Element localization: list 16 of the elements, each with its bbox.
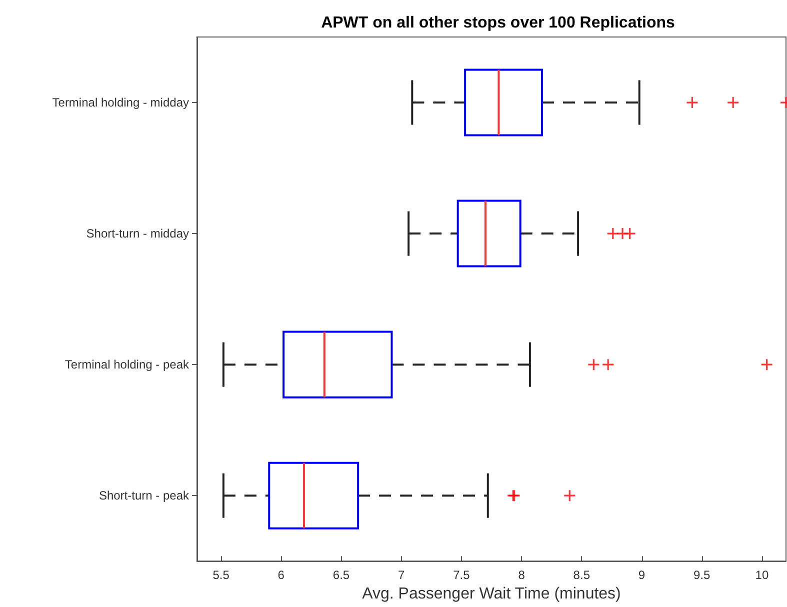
- x-tick-label: 8.5: [573, 568, 590, 582]
- x-axis-title: Avg. Passenger Wait Time (minutes): [362, 586, 621, 602]
- y-tick-label: Short-turn - midday: [86, 226, 189, 241]
- x-tick-label: 8: [518, 568, 526, 582]
- x-tick-label: 9.5: [694, 568, 711, 582]
- x-tick-label: 9: [638, 568, 646, 582]
- x-tick-label: 6: [278, 568, 285, 582]
- x-tick-label: 5.5: [212, 568, 230, 582]
- x-tick-label: 7: [398, 568, 406, 582]
- x-tick-label: 6.5: [332, 568, 350, 582]
- y-tick-label: Terminal holding - midday: [52, 96, 189, 110]
- x-tick-label: 7.5: [453, 568, 470, 582]
- x-tick-label: 10: [755, 568, 769, 582]
- chart-title: APWT on all other stops over 100 Replications: [321, 14, 676, 32]
- y-tick-label: Terminal holding - peak: [64, 358, 190, 372]
- y-tick-label: Short-turn - peak: [98, 488, 190, 503]
